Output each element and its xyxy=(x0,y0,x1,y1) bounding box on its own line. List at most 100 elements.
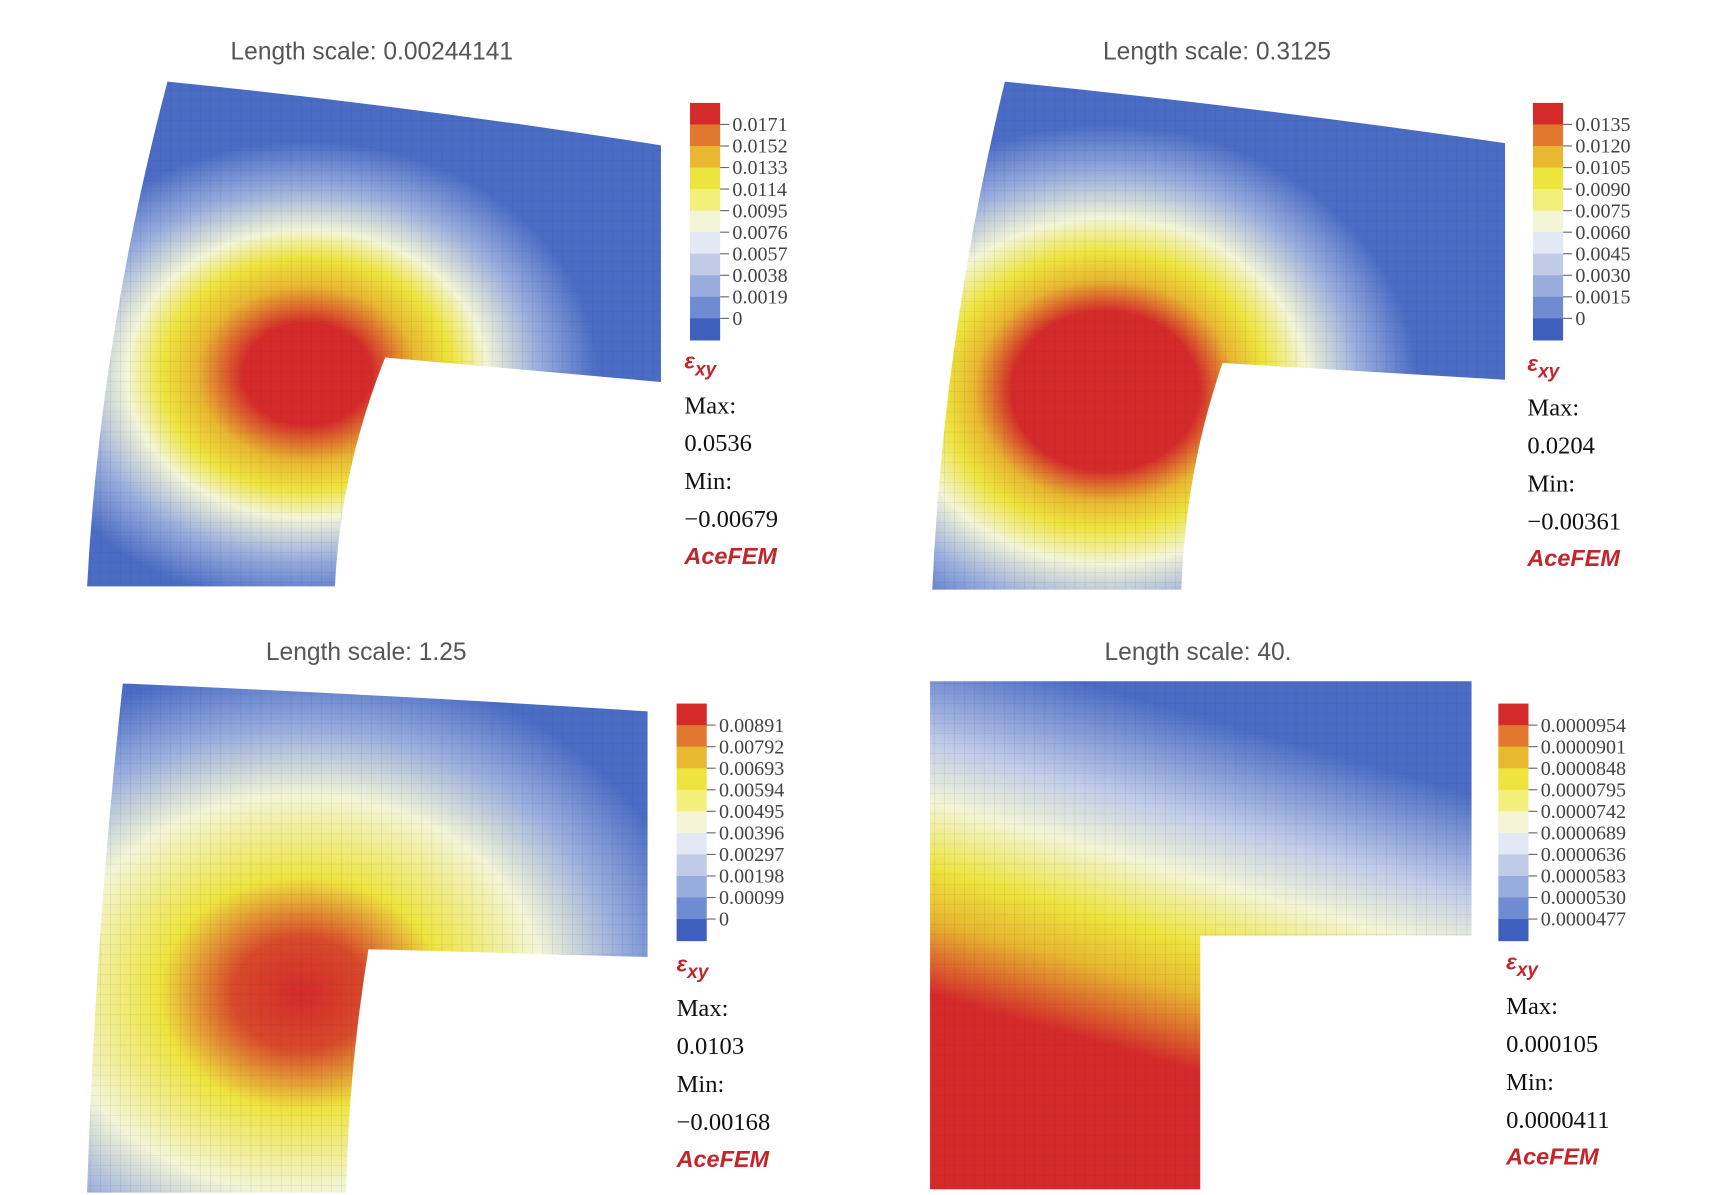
panel: Length scale: 0.31250.01350.01200.01050.… xyxy=(1103,38,1631,571)
panel-title: Length scale: 40. xyxy=(1105,639,1292,666)
brand: AceFEM xyxy=(1505,1144,1599,1170)
legend-label: 0.00792 xyxy=(719,736,784,758)
legend-swatch xyxy=(690,102,721,125)
min-label: Min: xyxy=(684,468,732,495)
legend-swatch xyxy=(1498,832,1529,855)
max-value: 0.0103 xyxy=(677,1033,745,1060)
max-label: Max: xyxy=(684,392,736,419)
legend-label: 0.0000583 xyxy=(1541,866,1626,888)
legend-swatch xyxy=(676,919,707,942)
legend-swatch xyxy=(1498,854,1529,877)
legend-label: 0.0057 xyxy=(732,243,787,265)
legend-label: 0.0095 xyxy=(732,200,787,222)
legend-swatch xyxy=(1532,102,1564,125)
legend-label: 0.0019 xyxy=(732,287,787,309)
legend-swatch xyxy=(1532,210,1564,233)
legend-swatch xyxy=(1532,167,1564,190)
legend-swatch xyxy=(690,253,721,276)
legend-label: 0.0000901 xyxy=(1541,736,1626,758)
legend-swatch xyxy=(1498,897,1529,920)
legend-swatch xyxy=(690,145,721,169)
mesh-overlay xyxy=(87,683,648,1193)
legend-label: 0.0015 xyxy=(1575,287,1630,309)
legend-label: 0.00297 xyxy=(719,844,784,866)
mesh-overlay xyxy=(932,81,1506,590)
legend-label: 0.0075 xyxy=(1575,200,1630,222)
max-value: 0.0536 xyxy=(684,430,752,457)
min-label: Min: xyxy=(677,1071,725,1098)
legend-label: 0.0105 xyxy=(1575,157,1630,179)
legend-swatch xyxy=(1532,318,1564,341)
min-value: −0.00168 xyxy=(677,1109,771,1136)
legend-swatch xyxy=(1498,811,1529,834)
min-value: −0.00361 xyxy=(1527,508,1621,535)
legend-swatch xyxy=(676,832,707,855)
legend-label: 0.0000795 xyxy=(1541,779,1626,801)
panel: Length scale: 40.0.00009540.00009010.000… xyxy=(1105,639,1627,1170)
legend-label: 0.00396 xyxy=(719,823,784,845)
mesh-overlay xyxy=(930,681,1472,1190)
legend-swatch xyxy=(676,703,707,726)
legend-swatch xyxy=(1532,275,1564,298)
legend-label: 0.0000636 xyxy=(1541,844,1626,866)
symbol: ε xyxy=(1506,949,1517,974)
min-label: Min: xyxy=(1527,470,1575,497)
legend-swatch xyxy=(1498,919,1529,942)
legend-label: 0.0060 xyxy=(1575,222,1630,244)
legend-swatch xyxy=(690,189,721,212)
legend-swatch xyxy=(690,124,721,147)
legend-swatch xyxy=(1532,189,1564,212)
legend-label: 0.0152 xyxy=(732,136,787,158)
panel-title: Length scale: 0.3125 xyxy=(1103,38,1331,65)
legend-swatch xyxy=(690,232,721,255)
legend-label: 0.0135 xyxy=(1575,114,1630,136)
panel: Length scale: 1.250.008910.007920.006930… xyxy=(266,639,784,1172)
legend-swatch xyxy=(676,875,707,899)
legend-label: 0.0000848 xyxy=(1541,758,1626,780)
legend-label: 0.0030 xyxy=(1575,265,1630,287)
field-symbol: εxy xyxy=(684,349,717,381)
field-symbol: εxy xyxy=(677,952,710,984)
subscript: xy xyxy=(1516,960,1540,981)
legend-label: 0.00891 xyxy=(719,715,784,737)
legend-swatch xyxy=(676,746,707,769)
legend-swatch xyxy=(690,275,721,298)
symbol: ε xyxy=(677,952,688,977)
legend-swatch xyxy=(1532,124,1564,147)
legend-swatch xyxy=(1498,875,1529,899)
legend-label: 0.00495 xyxy=(719,801,784,823)
subscript: xy xyxy=(694,359,718,380)
legend-swatch xyxy=(1498,703,1529,726)
legend-swatch xyxy=(1532,253,1564,276)
legend-label: 0.00693 xyxy=(719,758,784,780)
legend-label: 0.0171 xyxy=(732,114,787,136)
legend-swatch xyxy=(690,296,721,319)
legend-swatch xyxy=(676,725,707,748)
legend-swatch xyxy=(676,789,707,812)
max-label: Max: xyxy=(1506,993,1558,1020)
legend-swatch xyxy=(1532,232,1564,255)
legend-label: 0.0038 xyxy=(732,265,787,287)
legend-swatch xyxy=(1498,746,1529,769)
legend-label: 0 xyxy=(732,308,742,330)
legend-swatch xyxy=(676,854,707,877)
subscript: xy xyxy=(1537,362,1561,383)
legend-swatch xyxy=(1498,789,1529,812)
max-label: Max: xyxy=(677,995,729,1022)
brand: AceFEM xyxy=(683,543,777,569)
legend-label: 0.0120 xyxy=(1575,136,1630,158)
brand: AceFEM xyxy=(1526,545,1620,571)
legend-label: 0.00198 xyxy=(719,866,784,888)
mesh-overlay xyxy=(87,81,661,587)
legend-label: 0.0090 xyxy=(1575,179,1630,201)
legend-label: 0.0076 xyxy=(732,222,787,244)
min-label: Min: xyxy=(1506,1069,1554,1096)
legend-label: 0.0000530 xyxy=(1541,887,1626,909)
field-symbol: εxy xyxy=(1527,351,1560,383)
legend-swatch xyxy=(690,167,721,190)
legend-label: 0.00099 xyxy=(719,887,784,909)
legend-label: 0 xyxy=(1575,308,1585,330)
legend-label: 0.0000477 xyxy=(1541,909,1626,931)
legend-label: 0.00594 xyxy=(719,779,784,801)
